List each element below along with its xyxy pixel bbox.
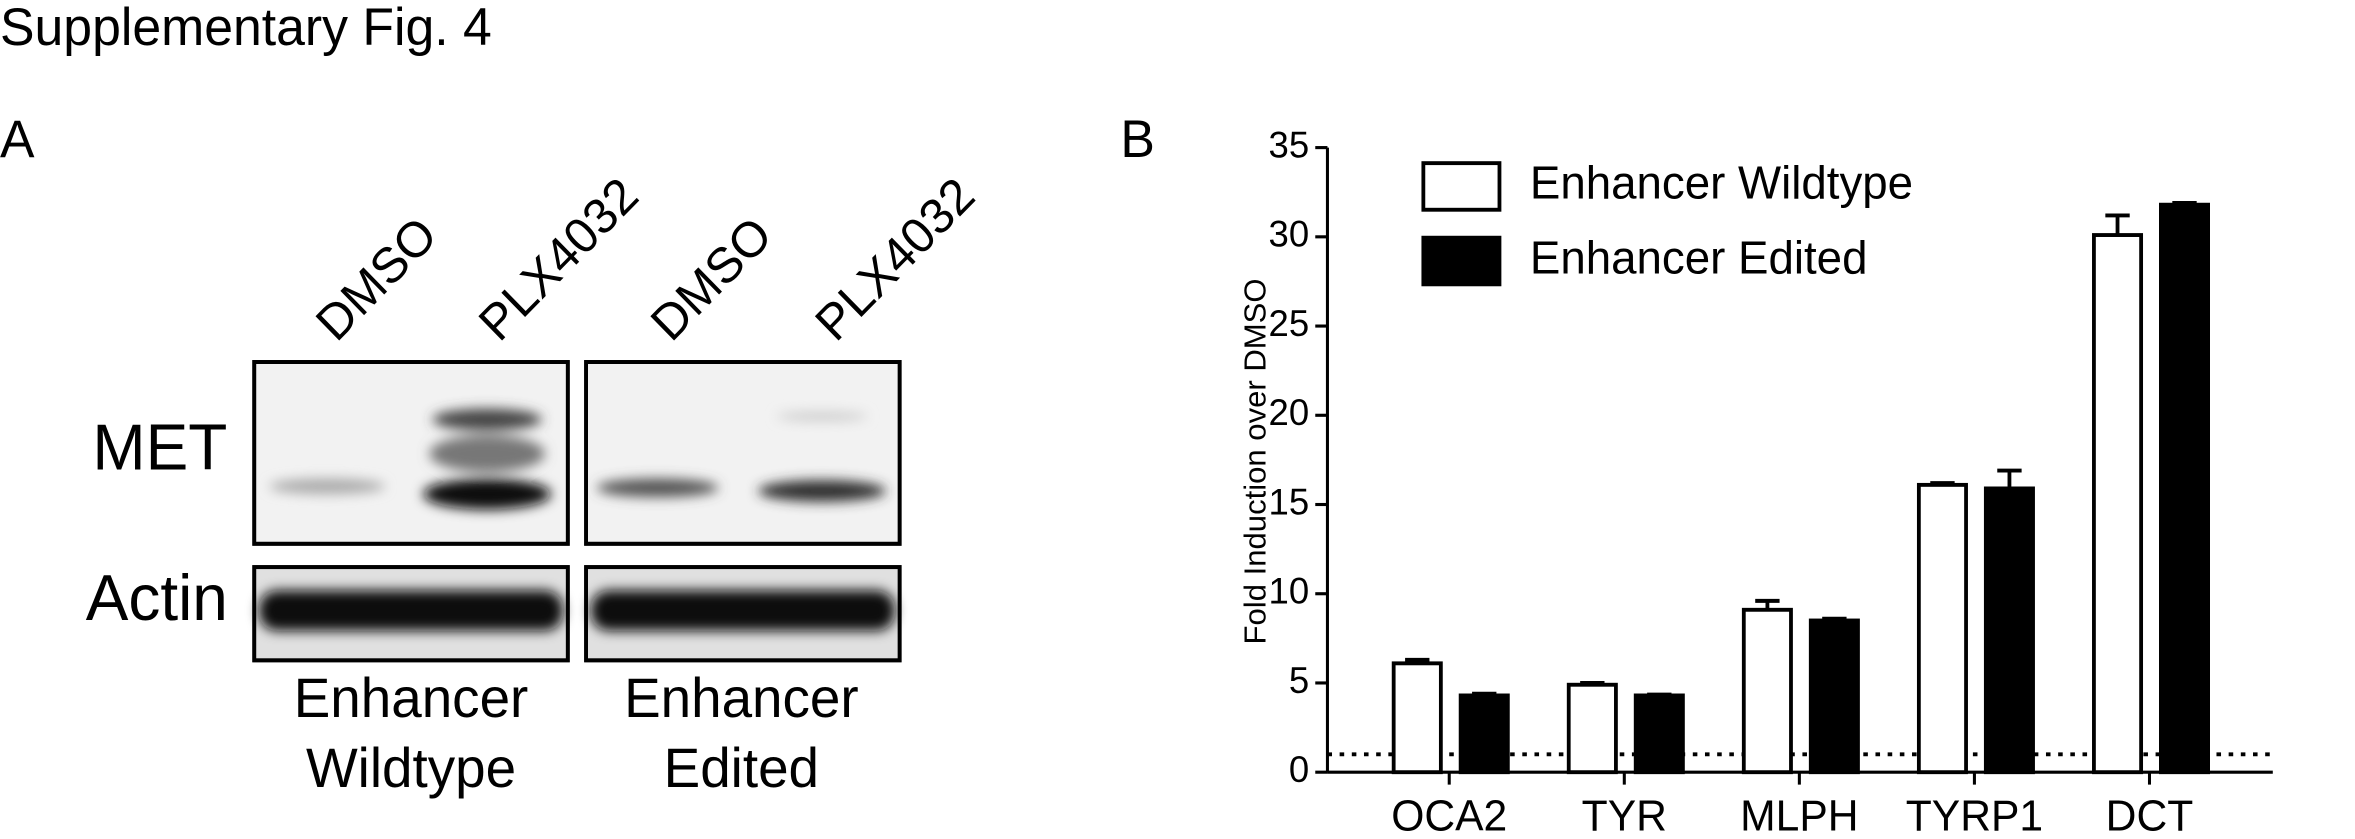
y-tick-label: 0 (1289, 749, 1309, 790)
panel-label: A (0, 110, 35, 169)
blot: DMSO PLX4032 DMSO PLX4032 MET Actin Enha… (86, 167, 985, 799)
legend-label: Enhancer Wildtype (1530, 156, 1913, 209)
figure-title: Supplementary Fig. 4 (0, 0, 492, 57)
group-label: Edited (664, 736, 819, 799)
lane-label: PLX4032 (805, 167, 985, 351)
y-tick-label: 25 (1269, 303, 1310, 344)
group-label: Enhancer (624, 667, 859, 730)
row-label: Actin (86, 561, 228, 634)
bar (1983, 486, 2035, 775)
legend-swatch (1421, 161, 1502, 212)
lane-label: PLX4032 (468, 167, 648, 351)
y-tick-label: 20 (1269, 392, 1310, 433)
row-label: MET (92, 411, 227, 484)
x-tick-label: TYRP1 (1906, 792, 2043, 839)
y-tick-label: 30 (1269, 213, 1310, 254)
bar (2159, 202, 2211, 775)
panel-label: B (1120, 110, 1155, 169)
bar (1916, 482, 1968, 775)
bar (1741, 607, 1793, 775)
lane-label: DMSO (306, 206, 448, 351)
y-tick-label: 10 (1269, 570, 1310, 611)
bar (1566, 682, 1618, 775)
bar (1633, 693, 1685, 775)
group-label: Wildtype (306, 736, 516, 799)
x-tick-label: DCT (2106, 792, 2194, 839)
y-axis-label: Fold Induction over DMSO (1238, 278, 1273, 644)
bands (258, 408, 896, 631)
blot-box (584, 360, 902, 546)
legend-label: Enhancer Edited (1530, 231, 1868, 284)
x-tick-label: MLPH (1740, 792, 1858, 839)
x-tick-label: OCA2 (1391, 792, 1507, 839)
group-label: Enhancer (294, 667, 529, 730)
y-tick-label: 5 (1289, 659, 1309, 700)
bar (1808, 618, 1860, 775)
legend-swatch (1421, 235, 1502, 287)
y-tick-label: 35 (1269, 124, 1310, 165)
bar (2092, 233, 2144, 775)
lane-label: DMSO (641, 206, 783, 351)
bar (1391, 661, 1443, 775)
y-tick-label: 15 (1269, 481, 1310, 522)
x-tick-label: TYR (1582, 792, 1667, 839)
bar (1458, 693, 1510, 775)
